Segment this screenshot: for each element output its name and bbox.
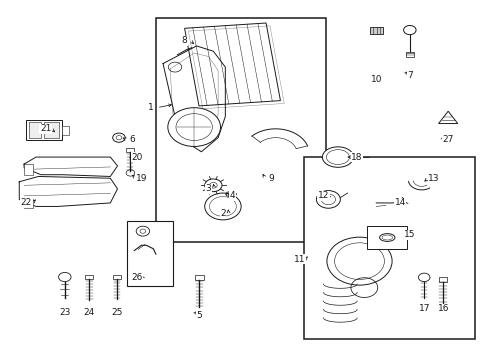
Bar xyxy=(29,122,41,138)
Bar xyxy=(156,18,325,242)
Text: 22: 22 xyxy=(21,198,32,207)
Bar xyxy=(113,275,121,279)
Circle shape xyxy=(418,273,429,282)
Circle shape xyxy=(59,273,71,282)
Bar xyxy=(366,226,407,249)
Text: 11: 11 xyxy=(293,255,305,264)
Bar xyxy=(24,164,33,175)
Text: 10: 10 xyxy=(370,75,381,84)
Text: 25: 25 xyxy=(112,308,123,317)
Circle shape xyxy=(316,190,340,208)
Bar xyxy=(62,126,69,135)
Text: 19: 19 xyxy=(136,174,147,183)
Text: 13: 13 xyxy=(427,174,439,183)
Bar xyxy=(26,120,62,140)
Text: 8: 8 xyxy=(182,36,187,45)
Bar xyxy=(304,157,473,339)
Bar xyxy=(44,122,59,138)
Bar xyxy=(125,148,134,153)
Circle shape xyxy=(167,108,220,147)
Text: 14: 14 xyxy=(394,198,405,207)
Text: 1: 1 xyxy=(148,103,154,112)
Text: 18: 18 xyxy=(351,153,362,162)
Text: 7: 7 xyxy=(406,71,412,80)
Circle shape xyxy=(326,237,391,285)
Text: 4: 4 xyxy=(229,192,235,201)
Text: 15: 15 xyxy=(403,230,415,239)
Text: 17: 17 xyxy=(418,304,429,313)
Text: 16: 16 xyxy=(437,304,448,313)
Bar xyxy=(127,221,172,286)
Text: 5: 5 xyxy=(196,311,202,320)
Bar xyxy=(85,275,93,279)
Text: 21: 21 xyxy=(40,124,51,133)
Bar xyxy=(438,277,447,282)
Ellipse shape xyxy=(322,147,353,167)
Text: 9: 9 xyxy=(267,174,273,183)
Text: 12: 12 xyxy=(317,192,328,201)
Text: 20: 20 xyxy=(131,153,142,162)
Text: 3: 3 xyxy=(205,184,211,193)
Text: 6: 6 xyxy=(129,135,135,144)
Text: 2: 2 xyxy=(220,209,225,218)
Bar xyxy=(24,199,33,208)
Text: 24: 24 xyxy=(83,308,94,317)
Text: 26: 26 xyxy=(131,273,142,282)
Bar xyxy=(369,27,383,34)
Text: 23: 23 xyxy=(59,308,70,317)
Text: 27: 27 xyxy=(442,135,453,144)
Bar xyxy=(405,52,413,57)
Bar xyxy=(195,275,203,280)
